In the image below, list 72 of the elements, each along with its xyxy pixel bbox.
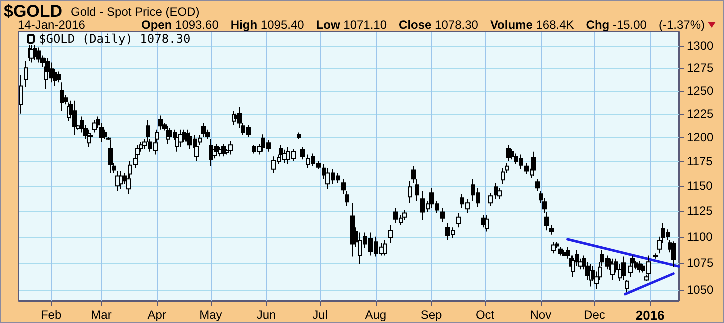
candlestick	[510, 148, 514, 160]
x-tick-label: Aug	[365, 308, 387, 322]
candlestick	[671, 241, 676, 268]
candlestick	[481, 214, 486, 228]
candlestick	[388, 225, 393, 244]
y-tick-label: 1250	[687, 84, 714, 98]
y-tick-label: 1150	[687, 179, 714, 194]
candlestick	[350, 202, 355, 258]
y-tick-label: 1075	[687, 256, 714, 270]
y-tick-label: 1100	[687, 230, 714, 244]
candlestick	[201, 122, 206, 138]
y-tick-label: 1225	[687, 106, 714, 121]
candlestick	[625, 280, 629, 293]
x-tick-label: Apr	[148, 308, 166, 322]
candlestick	[72, 100, 77, 136]
text: Open 1093.60 High 1095.40 Low 1071.10 Close 1078.30 Volume 168.4K Chg -15.00 (-1.37%)	[142, 18, 705, 32]
candlestick	[549, 225, 554, 236]
x-tick-label: Sep	[420, 308, 442, 322]
candlestick	[228, 140, 233, 156]
x-tick-label: Jul	[312, 308, 328, 322]
candlestick	[485, 214, 489, 232]
x-tick-label: May	[200, 308, 222, 322]
candlestick	[558, 246, 563, 256]
candlestick	[535, 178, 540, 192]
text: 14-Jan-2016	[18, 18, 86, 32]
candlestick	[218, 146, 222, 158]
x-tick-label: Oct	[476, 308, 496, 322]
candlestick	[494, 182, 498, 200]
candlestick	[158, 115, 163, 130]
candlestick	[501, 168, 505, 185]
candlestick	[221, 144, 226, 158]
y-tick-label: 1300	[687, 38, 714, 53]
candlestick	[300, 146, 305, 160]
candlestick	[562, 250, 566, 256]
candlestick	[383, 240, 387, 256]
candlestick	[653, 253, 658, 260]
y-tick-label: 1200	[687, 130, 714, 144]
candlestick	[456, 212, 461, 228]
candlestick	[60, 82, 64, 112]
candlestick	[341, 178, 346, 195]
candlestick	[119, 170, 123, 190]
y-tick-label: 1125	[687, 204, 714, 218]
candlestick	[36, 47, 41, 64]
candlestick	[178, 129, 183, 148]
y-tick-label: 1175	[687, 154, 714, 169]
legend-label: $GOLD (Daily) 1078.30	[39, 32, 191, 46]
candlestick	[621, 256, 626, 281]
candlestick	[115, 170, 120, 192]
candlestick	[551, 242, 556, 254]
x-tick-label: Nov	[530, 308, 552, 322]
candlestick	[345, 190, 349, 207]
candlestick	[408, 180, 412, 204]
candlestick	[92, 120, 97, 134]
candlestick	[506, 144, 511, 162]
candlestick	[637, 260, 642, 274]
candlestick	[56, 71, 61, 84]
x-tick-label: Mar	[91, 308, 112, 322]
candlestick	[297, 132, 301, 140]
x-tick-label: Jun	[256, 308, 276, 322]
y-tick-label: 1050	[687, 283, 714, 298]
candlestick	[440, 208, 445, 223]
candlestick	[524, 162, 529, 175]
candlestick	[24, 60, 28, 88]
candlestick	[488, 192, 493, 207]
x-tick-label: 2016	[636, 308, 665, 323]
candlestick	[531, 151, 536, 177]
x-tick-label: Dec	[584, 308, 606, 322]
y-tick-label: 1275	[687, 61, 714, 76]
candlestick	[108, 140, 113, 174]
x-tick-label: Feb	[40, 308, 62, 322]
chart-subtitle: Gold - Spot Price (EOD)	[71, 5, 200, 19]
chart-title: $GOLD	[4, 2, 63, 21]
